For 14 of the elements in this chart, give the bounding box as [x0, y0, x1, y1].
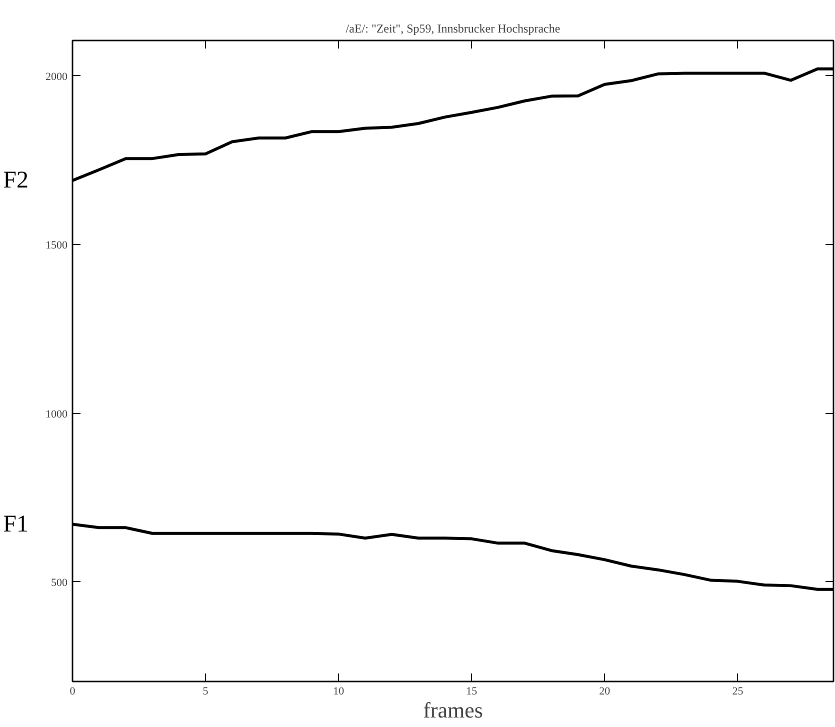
chart-title: /aE/: "Zeit", Sp59, Innsbrucker Hochsprache [346, 22, 560, 36]
y-tick-label: 2000 [46, 70, 68, 83]
x-tick-label: 20 [599, 686, 611, 698]
x-tick-label: 0 [70, 686, 76, 698]
y-tick-label: 1500 [46, 240, 68, 252]
x-tick-label: 10 [333, 686, 345, 698]
y-tick-label: 1000 [46, 408, 68, 420]
y-tick-label: 500 [51, 576, 68, 589]
x-tick-label: 5 [202, 686, 209, 698]
x-axis-title: frames [423, 698, 483, 722]
x-tick-label: 15 [466, 686, 478, 698]
x-tick-label: 25 [732, 686, 744, 698]
series-label: F2 [3, 168, 29, 194]
series-label: F1 [3, 511, 29, 538]
